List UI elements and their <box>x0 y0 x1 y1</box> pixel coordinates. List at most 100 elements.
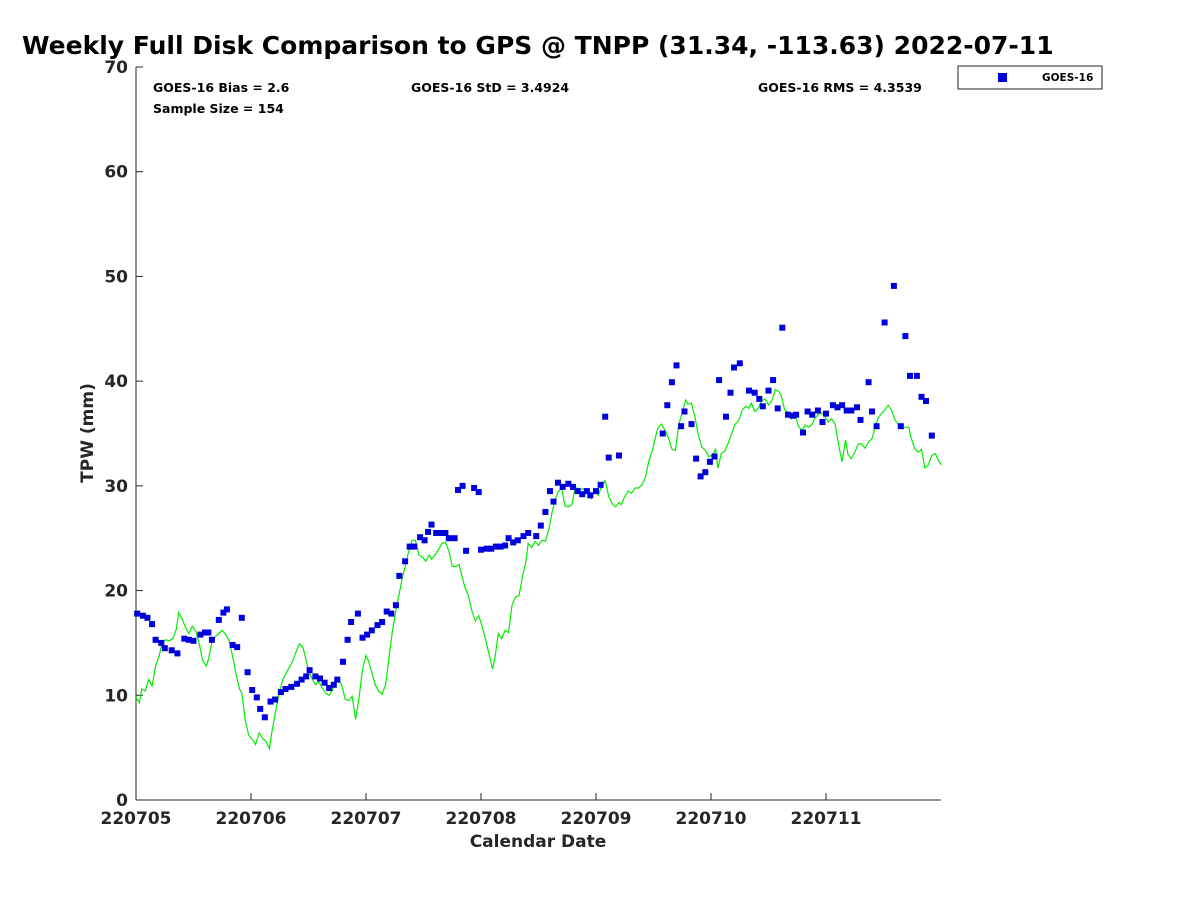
goes16-point <box>559 483 566 490</box>
goes16-point <box>727 389 734 396</box>
goes16-point <box>244 669 251 676</box>
goes16-point <box>890 282 897 289</box>
goes16-point <box>379 619 386 625</box>
goes16-point <box>550 498 557 505</box>
goes16-point <box>455 487 461 493</box>
goes16-point <box>257 705 264 712</box>
goes16-point <box>873 423 880 430</box>
goes16-point <box>697 473 704 480</box>
goes16-point <box>809 411 816 418</box>
x-tick-label: 220710 <box>676 809 747 829</box>
goes16-point <box>907 372 913 379</box>
chart-title: Weekly Full Disk Comparison to GPS @ TNP… <box>22 31 1054 60</box>
goes16-point <box>161 645 168 652</box>
goes16-point <box>417 534 424 541</box>
goes16-point <box>425 528 432 535</box>
goes16-point <box>865 379 872 386</box>
goes16-point <box>326 685 333 691</box>
goes16-point <box>139 612 146 619</box>
goes16-point <box>857 416 864 423</box>
goes16-point <box>711 453 718 460</box>
goes16-point <box>779 324 786 331</box>
goes16-point <box>144 614 151 621</box>
goes16-point <box>229 642 236 648</box>
goes16-point <box>843 407 850 414</box>
goes16-point <box>793 411 800 418</box>
goes16-point <box>402 558 409 565</box>
legend-marker-goes16 <box>998 73 1007 82</box>
x-axis-label: Calendar Date <box>470 832 607 852</box>
goes16-point <box>869 408 875 415</box>
goes16-point <box>344 636 351 643</box>
goes16-point <box>751 389 758 396</box>
goes16-point <box>839 402 846 409</box>
gps-tpw-line <box>135 388 942 751</box>
goes16-point <box>368 627 375 634</box>
y-tick-label: 40 <box>104 372 128 392</box>
goes16-point <box>579 491 586 498</box>
goes16-point <box>348 619 355 625</box>
y-ticks: 0 10 20 30 40 50 60 70 <box>104 58 143 811</box>
goes16-point <box>814 407 821 414</box>
goes16-point <box>364 631 371 638</box>
goes16-point <box>312 673 319 680</box>
goes16-point <box>149 621 156 628</box>
goes16-point <box>471 485 478 491</box>
x-tick-label: 220708 <box>446 809 517 829</box>
goes16-point <box>502 542 509 549</box>
legend-label-goes16: GOES-16 <box>1042 72 1093 84</box>
goes16-point <box>488 545 495 552</box>
goes16-point <box>616 452 622 459</box>
goes16-point <box>804 408 811 415</box>
goes16-point <box>848 407 855 414</box>
goes16-point <box>388 610 395 617</box>
legend-box <box>957 65 1103 90</box>
goes16-point <box>736 360 743 367</box>
rms-stat: GOES-16 RMS = 4.3539 <box>758 80 922 95</box>
goes16-point <box>514 537 521 544</box>
goes16-point <box>533 533 540 540</box>
goes16-point <box>261 714 268 721</box>
goes16-point <box>746 387 752 394</box>
goes16-point <box>765 387 772 394</box>
goes16-point <box>681 408 688 415</box>
goes16-point <box>433 530 440 536</box>
goes16-point <box>475 489 482 496</box>
goes16-point <box>298 676 305 683</box>
goes16-point <box>459 482 466 489</box>
x-tick-label: 220709 <box>561 809 632 829</box>
goes16-point <box>383 608 390 615</box>
goes16-point <box>277 689 284 696</box>
goes16-point <box>565 480 572 487</box>
goes16-point <box>520 533 527 540</box>
goes16-point <box>555 479 561 486</box>
goes16-point <box>223 606 230 613</box>
goes16-point <box>215 616 222 623</box>
goes16-point <box>923 398 929 404</box>
goes16-point <box>208 636 215 643</box>
goes16-point <box>664 402 671 409</box>
goes16-point <box>282 686 289 692</box>
goes16-point <box>428 521 435 528</box>
goes16-point <box>774 405 781 412</box>
goes16-point <box>505 535 512 542</box>
goes16-point <box>492 543 499 550</box>
goes16-point <box>451 535 458 542</box>
goes16-point <box>547 488 553 495</box>
goes16-point <box>574 488 581 495</box>
bias-stat: GOES-16 Bias = 2.6 <box>153 80 290 95</box>
goes16-point <box>205 629 212 636</box>
goes16-point <box>321 679 328 686</box>
goes16-point <box>759 403 766 410</box>
y-tick-label: 20 <box>104 582 128 602</box>
goes16-point <box>168 647 175 654</box>
goes16-point <box>249 687 256 693</box>
sample-size-stat: Sample Size = 154 <box>153 101 284 116</box>
x-tick-label: 220707 <box>331 809 402 829</box>
plot-area: 0 10 20 30 40 50 60 70 220705 220706 220707 220708… <box>101 58 942 829</box>
goes16-point <box>756 395 763 402</box>
goes16-point <box>928 432 935 439</box>
goes16-point <box>411 543 418 550</box>
goes16-point <box>602 413 609 420</box>
goes16-point <box>913 372 920 379</box>
